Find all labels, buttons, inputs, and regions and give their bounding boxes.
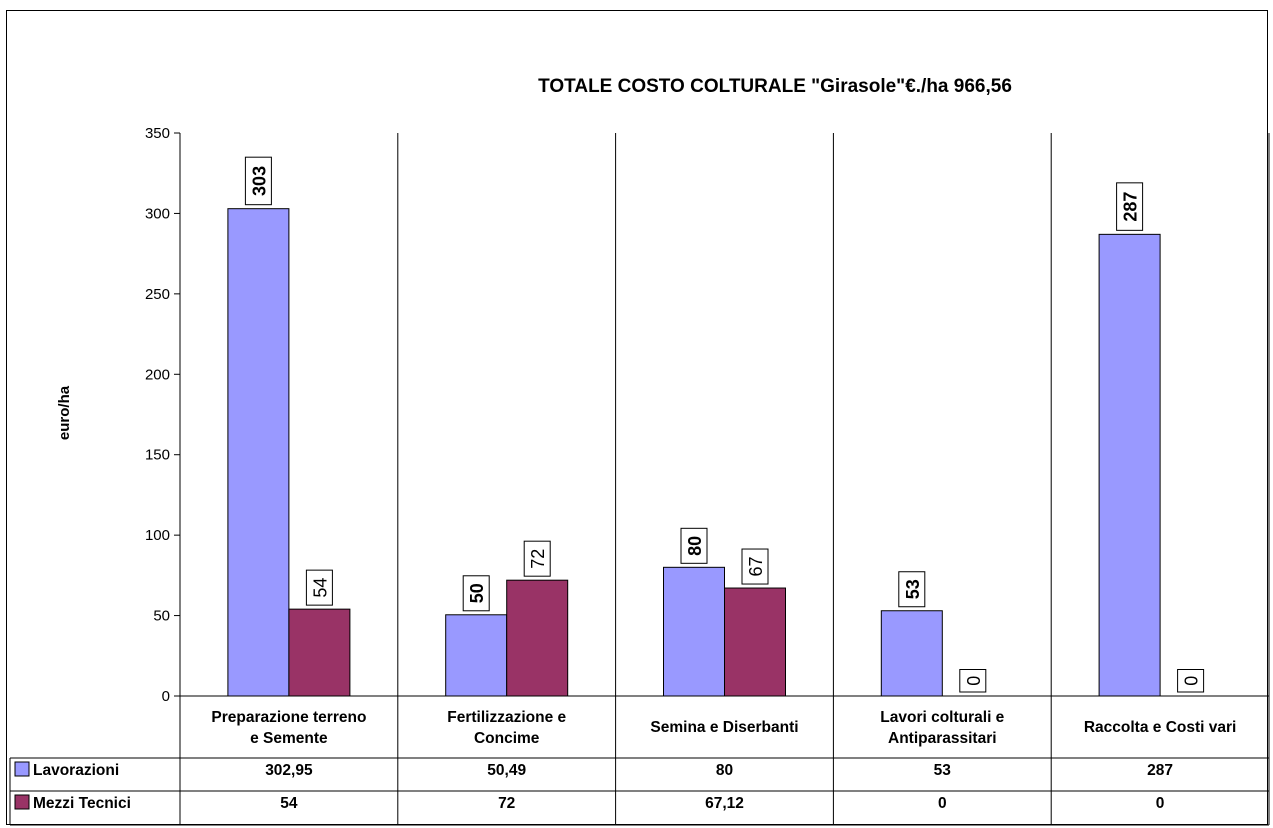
y-tick-label: 50 <box>153 608 170 625</box>
category-dividers <box>397 133 1270 696</box>
bar <box>1098 233 1161 697</box>
data-table: Lavorazioni 302,95 50,49 80 53 287 Mezzi Tecni… <box>9 696 1270 826</box>
data-label-box <box>523 540 551 577</box>
y-axis-ticks: 0 50 100 150 200 250 300 350 <box>145 125 180 705</box>
data-label: 53 <box>903 579 923 599</box>
y-tick-label: 250 <box>145 286 170 303</box>
data-label-box <box>462 575 490 612</box>
table-cell: 0 <box>1156 795 1165 812</box>
data-label-box <box>1116 182 1144 231</box>
data-label: 303 <box>249 166 269 196</box>
category-label: Antiparassitari <box>888 730 997 747</box>
table-cell: 0 <box>938 795 947 812</box>
y-tick-label: 0 <box>162 688 170 705</box>
data-label: 0 <box>1182 676 1202 686</box>
data-label-box <box>680 527 708 564</box>
data-label: 72 <box>528 549 548 569</box>
category-label: Fertilizzazione e <box>447 709 566 726</box>
category-label: Preparazione terreno <box>211 709 366 726</box>
data-label: 287 <box>1121 192 1141 222</box>
data-label: 0 <box>964 676 984 686</box>
data-label-box <box>244 156 272 206</box>
data-label-box <box>305 569 333 606</box>
axes <box>179 133 1269 697</box>
y-tick-label: 200 <box>145 366 170 383</box>
y-tick-label: 350 <box>145 125 170 142</box>
bar <box>724 587 786 697</box>
legend-series-name: Mezzi Tecnici <box>33 795 131 812</box>
category-label: Raccolta e Costi vari <box>1084 719 1236 736</box>
y-tick-label: 100 <box>145 527 170 544</box>
y-tick-label: 300 <box>145 205 170 222</box>
bar <box>227 208 290 697</box>
table-cell: 54 <box>280 795 298 812</box>
data-label-box <box>898 571 926 608</box>
data-label: 54 <box>310 578 330 598</box>
data-label: 50 <box>467 583 487 603</box>
table-cell: 53 <box>934 762 952 779</box>
table-cell: 302,95 <box>265 762 313 779</box>
table-cell: 72 <box>498 795 515 812</box>
data-label-box <box>959 669 987 693</box>
data-label: 67 <box>746 557 766 577</box>
chart-title: TOTALE COSTO COLTURALE "Girasole"€./ha 9… <box>538 76 1012 97</box>
y-axis-label: euro/ha <box>56 385 73 440</box>
data-label-box <box>741 548 769 585</box>
legend-swatch <box>14 761 30 777</box>
data-label-box <box>1177 669 1205 693</box>
table-cell: 80 <box>716 762 733 779</box>
legend-series-name: Lavorazioni <box>33 762 119 779</box>
bar <box>663 566 725 697</box>
table-cell: 67,12 <box>705 795 744 812</box>
category-label: Concime <box>474 730 540 747</box>
bars <box>227 208 1161 697</box>
data-labels: 303 50 80 53 287 54 72 67 0 0 <box>244 156 1205 693</box>
category-label: Lavori colturali e <box>880 709 1004 726</box>
y-tick-label: 150 <box>145 447 170 464</box>
bar <box>288 608 351 697</box>
table-cell: 287 <box>1147 762 1173 779</box>
table-cell: 50,49 <box>487 762 526 779</box>
data-label: 80 <box>685 536 705 556</box>
legend-swatch <box>14 794 30 810</box>
category-label: Semina e Diserbanti <box>650 719 798 736</box>
bar <box>445 614 508 697</box>
bar <box>880 610 943 697</box>
category-labels: Preparazione terreno e Semente Fertilizzaz… <box>211 709 1236 747</box>
bar <box>506 579 569 697</box>
category-label: e Semente <box>250 730 328 747</box>
